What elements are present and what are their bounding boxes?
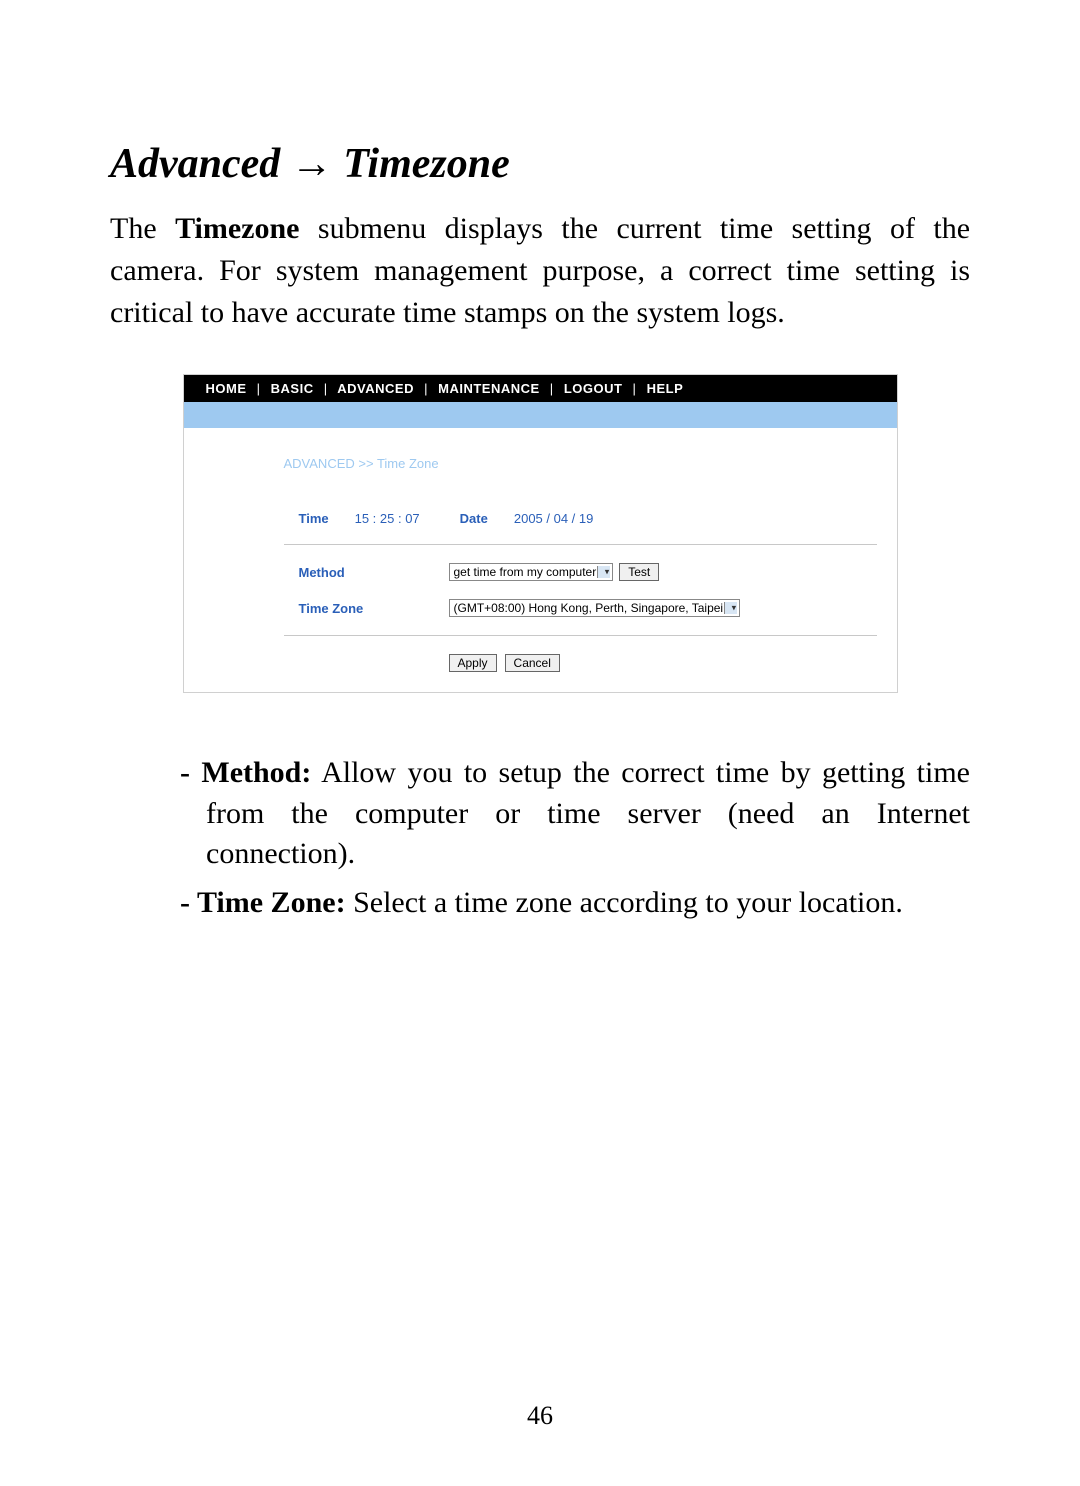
method-row: Method get time from my computer ▾ Test <box>299 563 877 581</box>
method-select-value: get time from my computer <box>454 565 597 579</box>
bullet-timezone-label: Time Zone: <box>197 886 346 919</box>
nav-item-advanced[interactable]: ADVANCED <box>337 381 414 396</box>
timezone-row: Time Zone (GMT+08:00) Hong Kong, Perth, … <box>299 599 877 617</box>
bullet-timezone-text: Select a time zone according to your loc… <box>346 886 903 919</box>
nav-bar: HOME | BASIC | ADVANCED | MAINTENANCE | … <box>184 375 897 402</box>
nav-sep: | <box>633 381 637 396</box>
cancel-button[interactable]: Cancel <box>505 654 560 672</box>
chevron-down-icon: ▾ <box>605 567 610 578</box>
intro-paragraph: The Timezone submenu displays the curren… <box>110 208 970 334</box>
nav-sep: | <box>257 381 261 396</box>
method-select[interactable]: get time from my computer ▾ <box>449 563 614 581</box>
title-arrow: → <box>291 141 333 187</box>
intro-bold: Timezone <box>175 212 299 245</box>
test-button[interactable]: Test <box>619 563 659 581</box>
bullet-timezone: - Time Zone: Select a time zone accordin… <box>180 883 970 924</box>
date-label: Date <box>460 511 488 526</box>
content-area: ADVANCED >> Time Zone Time 15 : 25 : 07 … <box>184 428 897 692</box>
date-value: 2005 / 04 / 19 <box>514 511 594 526</box>
nav-item-logout[interactable]: LOGOUT <box>564 381 623 396</box>
nav-item-help[interactable]: HELP <box>647 381 684 396</box>
nav-item-basic[interactable]: BASIC <box>271 381 314 396</box>
time-date-row: Time 15 : 25 : 07 Date 2005 / 04 / 19 <box>284 511 877 545</box>
title-part2: Timezone <box>333 141 510 187</box>
page-number: 46 <box>0 1401 1080 1431</box>
nav-sep: | <box>324 381 328 396</box>
bullet-list: - Method: Allow you to setup the correct… <box>110 753 970 923</box>
bullet-method-label: Method: <box>201 756 311 789</box>
time-value: 15 : 25 : 07 <box>355 511 420 526</box>
apply-button[interactable]: Apply <box>449 654 497 672</box>
timezone-select-value: (GMT+08:00) Hong Kong, Perth, Singapore,… <box>454 601 724 615</box>
bullet-method: - Method: Allow you to setup the correct… <box>180 753 970 875</box>
bullet-method-text: Allow you to setup the correct time by g… <box>206 756 970 870</box>
settings-block: Method get time from my computer ▾ Test … <box>284 563 877 636</box>
screenshot-panel: HOME | BASIC | ADVANCED | MAINTENANCE | … <box>183 374 898 693</box>
breadcrumb: ADVANCED >> Time Zone <box>284 456 877 471</box>
timezone-label: Time Zone <box>299 601 449 616</box>
nav-sep: | <box>424 381 428 396</box>
action-button-row: Apply Cancel <box>284 654 877 672</box>
nav-item-home[interactable]: HOME <box>206 381 247 396</box>
nav-sep: | <box>550 381 554 396</box>
intro-prefix: The <box>110 212 175 245</box>
timezone-select[interactable]: (GMT+08:00) Hong Kong, Perth, Singapore,… <box>449 599 741 617</box>
nav-item-maintenance[interactable]: MAINTENANCE <box>438 381 540 396</box>
page-title: Advanced → Timezone <box>110 140 970 188</box>
sub-nav-bar <box>184 402 897 428</box>
chevron-down-icon: ▾ <box>732 603 737 614</box>
title-part1: Advanced <box>110 141 291 187</box>
time-label: Time <box>299 511 329 526</box>
method-label: Method <box>299 565 449 580</box>
